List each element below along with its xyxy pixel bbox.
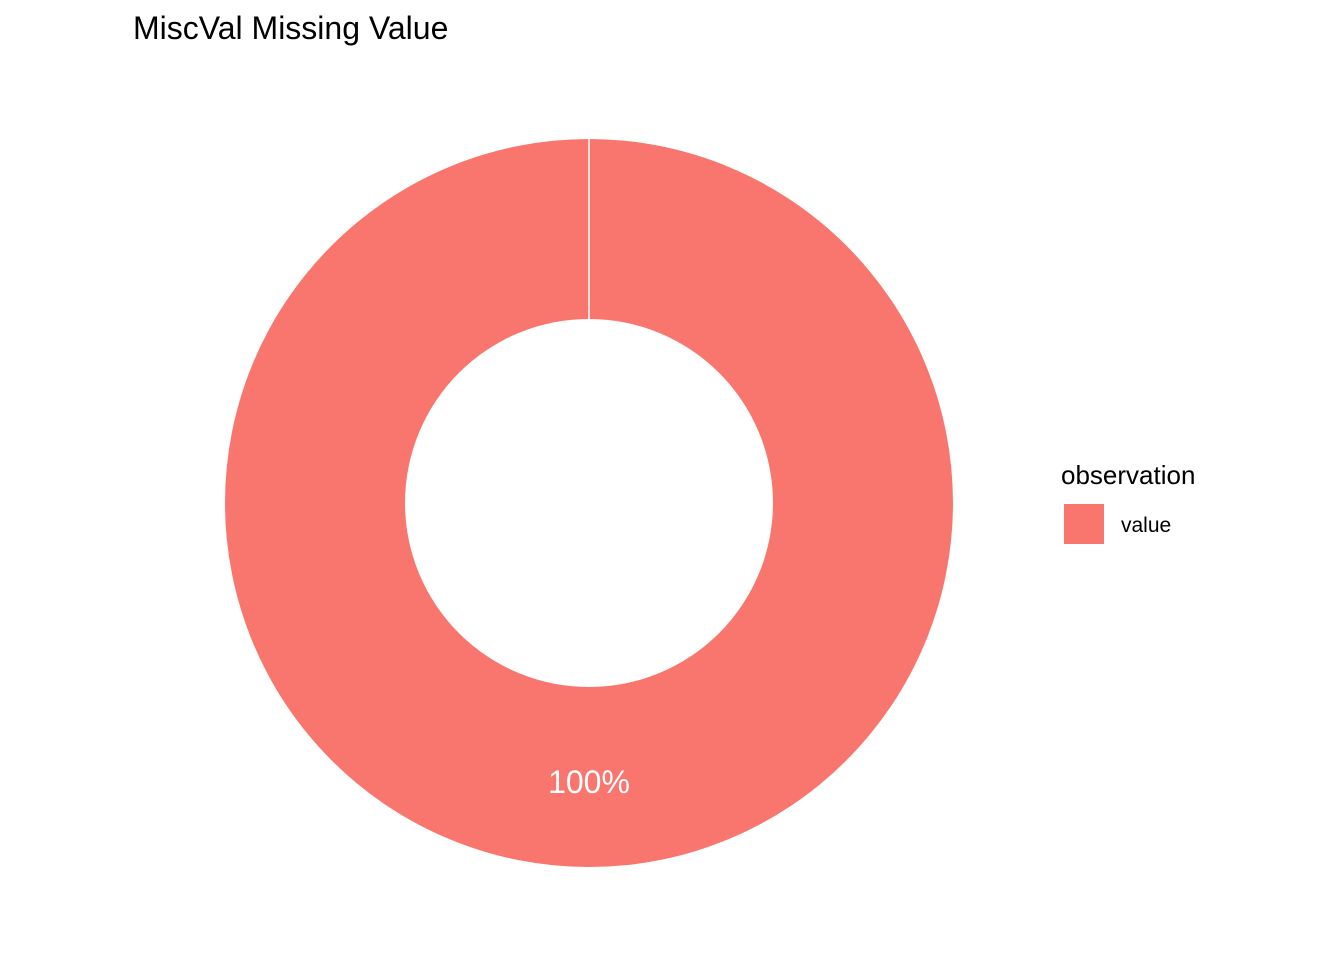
donut-slice-labels: 100% [548,764,630,800]
legend-swatch-value [1064,504,1104,544]
legend-title: observation [1061,460,1196,490]
legend-label-value: value [1121,514,1172,537]
slice-label-value: 100% [548,764,630,800]
chart-title: MiscVal Missing Value [133,10,449,46]
donut-slice-value [225,139,953,867]
donut-slices [225,139,953,867]
